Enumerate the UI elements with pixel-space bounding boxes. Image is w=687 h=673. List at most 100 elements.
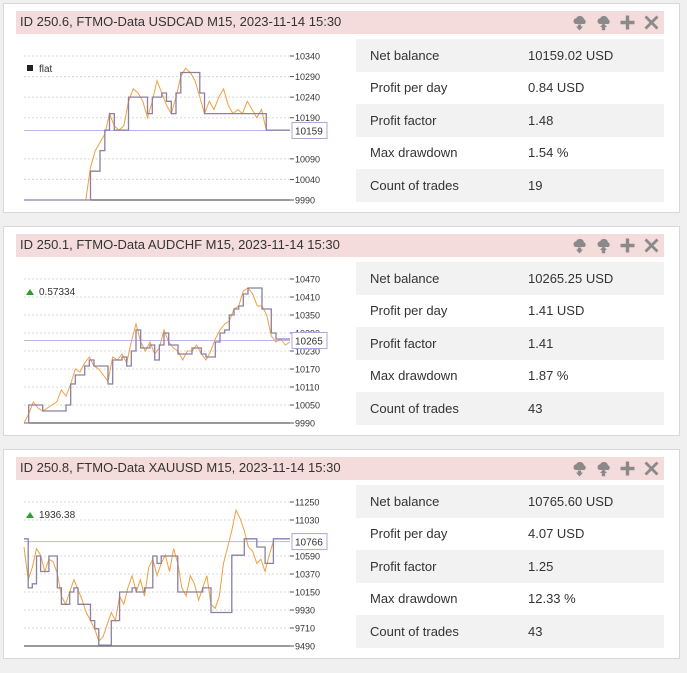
stat-label: Max drawdown xyxy=(370,591,458,607)
stat-label: Net balance xyxy=(356,262,514,295)
panel-title: ID 250.8, FTMO-Data XAUUSD M15, 2023-11-… xyxy=(20,460,341,475)
stats-row: Net balance 10159.02 USD xyxy=(356,39,664,72)
stat-value: 10765.60 USD xyxy=(514,485,664,518)
cloud-download-icon[interactable] xyxy=(571,14,588,31)
stat-label: Max drawdown xyxy=(370,145,458,161)
stat-value: 43 xyxy=(514,392,664,425)
stats-row: Count of trades 43 xyxy=(356,392,664,425)
stat-label: Max drawdown xyxy=(370,368,458,384)
equity-line xyxy=(23,287,291,424)
stat-label: Count of trades xyxy=(356,169,514,202)
y-tick-label: 10190 xyxy=(295,113,320,123)
y-tick-label: 10050 xyxy=(295,401,320,411)
plus-icon[interactable] xyxy=(619,460,636,477)
equity-chart: 11250 11030 10590 10370 10150 9930 9710 9490 107… xyxy=(23,498,328,652)
stats-row: Max drawdown 12.33 % xyxy=(356,583,664,616)
plus-icon[interactable] xyxy=(619,14,636,31)
stats-row: Net balance 10765.60 USD xyxy=(356,485,664,518)
y-tick-label: 10410 xyxy=(295,293,320,303)
panel-header: ID 250.8, FTMO-Data XAUUSD M15, 2023-11-… xyxy=(16,457,664,480)
stat-value: 1.54 % xyxy=(528,145,569,161)
strategy-panel-xauusd: ID 250.8, FTMO-Data XAUUSD M15, 2023-11-… xyxy=(3,449,680,659)
trend-up-marker xyxy=(26,512,34,518)
flat-marker xyxy=(27,65,33,71)
balance-line xyxy=(24,538,290,646)
cloud-upload-icon[interactable] xyxy=(595,460,612,477)
stat-value: 1.25 xyxy=(514,550,664,583)
stat-value: 1.48 xyxy=(514,104,664,137)
equity-line xyxy=(23,508,274,643)
cloud-upload-icon[interactable] xyxy=(595,237,612,254)
stat-label: Profit per day xyxy=(370,80,448,96)
panel-title: ID 250.1, FTMO-Data AUDCHF M15, 2023-11-… xyxy=(20,237,340,252)
y-tick-label: 11250 xyxy=(295,498,319,508)
stat-label: Net balance xyxy=(356,485,514,518)
cloud-download-icon[interactable] xyxy=(571,237,588,254)
y-tick-label: 9990 xyxy=(295,196,315,206)
indicator-label: 0.57334 xyxy=(39,287,76,298)
panel-header: ID 250.6, FTMO-Data USDCAD M15, 2023-11-… xyxy=(16,11,664,34)
close-icon[interactable] xyxy=(643,237,660,254)
close-icon[interactable] xyxy=(643,14,660,31)
panel-title: ID 250.6, FTMO-Data USDCAD M15, 2023-11-… xyxy=(20,14,342,29)
stat-value: 1.41 xyxy=(514,327,664,360)
current-value-box xyxy=(291,332,328,349)
stat-label: Profit per day xyxy=(370,303,448,319)
plus-icon[interactable] xyxy=(619,237,636,254)
stats-row: Profit per day 1.41 USD xyxy=(356,295,664,328)
stats-table: Net balance 10765.60 USD Profit per day 4.… xyxy=(356,485,664,648)
current-value-box xyxy=(291,533,328,551)
y-tick-label: 9710 xyxy=(295,624,315,634)
stat-value: 1.41 USD xyxy=(528,303,585,319)
stat-value: 0.84 USD xyxy=(528,80,585,96)
cloud-download-icon[interactable] xyxy=(571,460,588,477)
close-icon[interactable] xyxy=(643,460,660,477)
balance-line xyxy=(24,287,290,424)
stat-label: Profit factor xyxy=(356,327,514,360)
stat-label: Net balance xyxy=(356,39,514,72)
stat-value: 10159.02 USD xyxy=(514,39,664,72)
stat-label: Profit factor xyxy=(356,104,514,137)
panel-toolbar xyxy=(564,460,660,477)
y-tick-label: 10340 xyxy=(295,52,320,62)
trend-up-marker xyxy=(26,289,34,295)
stats-row: Count of trades 19 xyxy=(356,169,664,202)
cloud-upload-icon[interactable] xyxy=(595,14,612,31)
y-tick-label: 9990 xyxy=(295,419,315,429)
equity-chart: 1047010410103501029010230101701011010050… xyxy=(23,275,328,429)
strategy-panel-usdcad: ID 250.6, FTMO-Data USDCAD M15, 2023-11-… xyxy=(3,3,680,213)
equity-line xyxy=(85,67,267,201)
stats-row: Max drawdown 1.54 % xyxy=(356,137,664,170)
equity-chart: 10340 10290 10240 10190 10090 10040 9990 10159 f… xyxy=(24,52,328,206)
current-value-box xyxy=(291,121,328,139)
stat-value: 4.07 USD xyxy=(528,526,585,542)
panel-header: ID 250.1, FTMO-Data AUDCHF M15, 2023-11-… xyxy=(16,234,664,257)
y-tick-label: 10290 xyxy=(295,72,320,82)
panel-toolbar xyxy=(564,14,660,31)
current-value-label: 10159 xyxy=(295,126,323,137)
stats-row: Max drawdown 1.87 % xyxy=(356,360,664,393)
stats-row: Profit factor 1.48 xyxy=(356,104,664,137)
stats-row: Net balance 10265.25 USD xyxy=(356,262,664,295)
stats-row: Profit factor 1.41 xyxy=(356,327,664,360)
stat-label: Count of trades xyxy=(356,392,514,425)
stat-value: 1.87 % xyxy=(528,368,569,384)
stats-row: Count of trades 43 xyxy=(356,615,664,648)
stats-table: Net balance 10159.02 USD Profit per day 0.… xyxy=(356,39,664,202)
balance-line xyxy=(24,71,290,201)
panel-toolbar xyxy=(564,237,660,254)
stats-row: Profit per day 0.84 USD xyxy=(356,72,664,105)
stats-row: Profit per day 4.07 USD xyxy=(356,518,664,551)
strategy-panel-audchf: ID 250.1, FTMO-Data AUDCHF M15, 2023-11-… xyxy=(3,226,680,436)
stat-value: 19 xyxy=(514,169,664,202)
y-tick-label: 10370 xyxy=(295,570,320,580)
y-tick-label: 10150 xyxy=(295,588,320,598)
y-tick-label: 10350 xyxy=(295,311,320,321)
indicator-label: flat xyxy=(39,64,53,75)
y-tick-label: 10110 xyxy=(295,383,319,393)
y-tick-label: 10090 xyxy=(295,154,320,164)
stat-label: Profit factor xyxy=(356,550,514,583)
stats-row: Profit factor 1.25 xyxy=(356,550,664,583)
y-tick-label: 10240 xyxy=(295,93,320,103)
indicator-label: 1936.38 xyxy=(39,510,76,521)
